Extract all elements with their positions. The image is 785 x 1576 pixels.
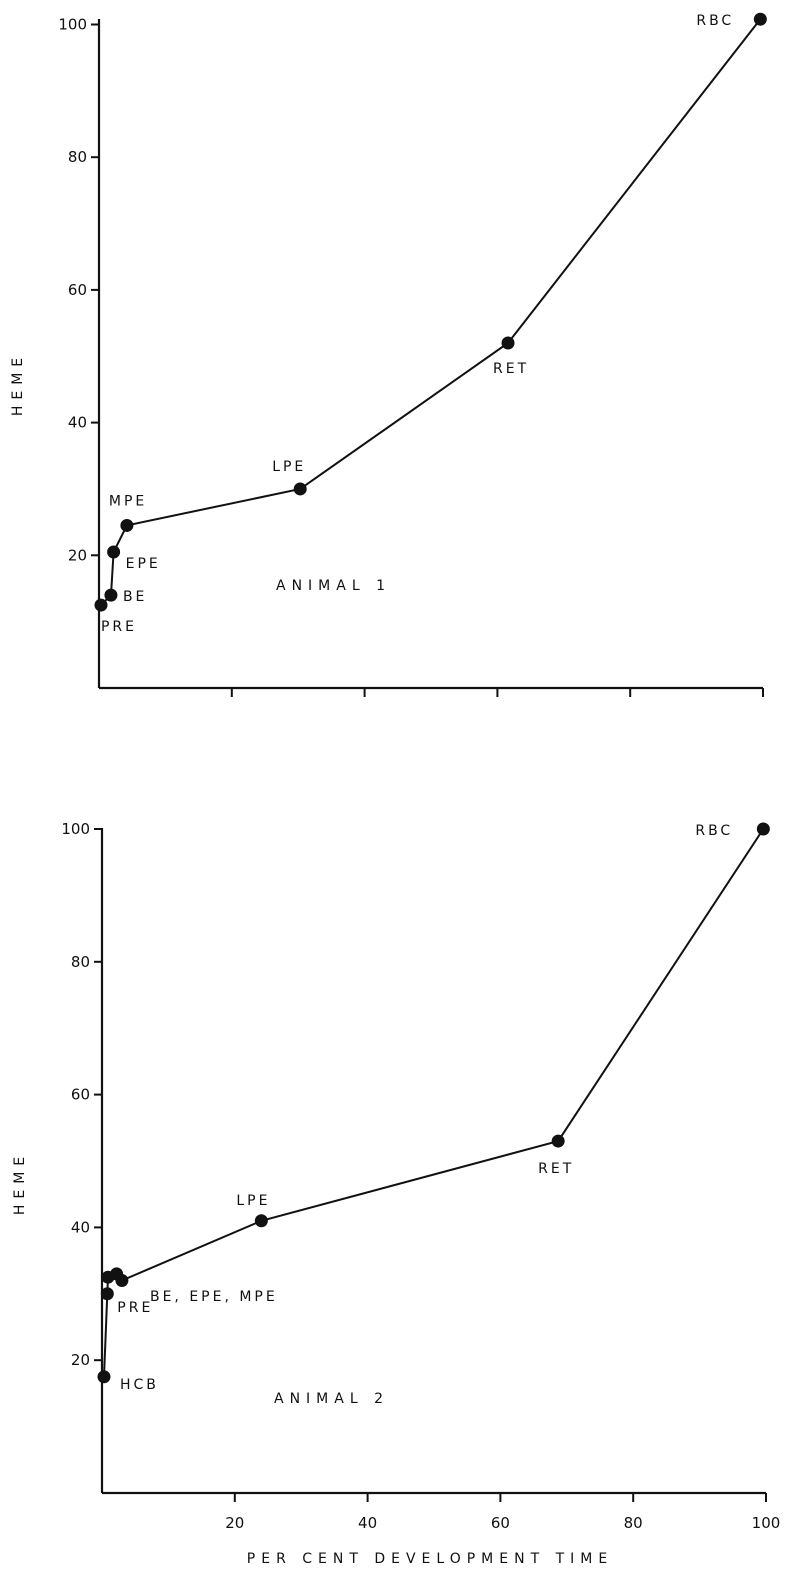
data-label: RET [538, 1161, 574, 1177]
data-point [501, 336, 515, 350]
y-tick-label: 20 [71, 1351, 90, 1369]
data-point [254, 1214, 268, 1228]
x-tick-label: 80 [624, 1514, 643, 1532]
data-point [293, 482, 307, 496]
data-label: PRE [101, 619, 137, 635]
y-tick-label: 80 [68, 148, 87, 166]
data-label: EPE [126, 556, 161, 572]
data-point [104, 588, 118, 602]
data-point [94, 598, 108, 612]
y-axis-title: HEME [10, 352, 26, 416]
data-point [107, 545, 121, 559]
y-tick-label: 60 [68, 281, 87, 299]
y-tick-label: 100 [61, 820, 90, 838]
data-label: LPE [272, 459, 306, 475]
y-tick-label: 20 [68, 546, 87, 564]
x-tick-label: 100 [752, 1514, 781, 1532]
data-label: MPE [109, 493, 147, 509]
data-point [100, 1287, 114, 1301]
data-point [551, 1134, 565, 1148]
chart-animal-2: HEME ANIMAL 2 PER CENT DEVELOPMENT TIME … [12, 820, 780, 1567]
data-point [753, 12, 767, 26]
y-tick-label: 60 [71, 1086, 90, 1104]
x-axis-title: PER CENT DEVELOPMENT TIME [247, 1551, 613, 1567]
chart-animal-1: HEME ANIMAL 1 20 40 60 80 100 PRE BE EPE MPE LPE R… [10, 12, 767, 697]
series-line [100, 18, 762, 606]
data-label: RBC [695, 823, 733, 839]
data-point [756, 822, 770, 836]
data-point [120, 518, 134, 532]
x-tick-label: 20 [225, 1514, 244, 1532]
panel-label: ANIMAL 1 [276, 578, 391, 594]
x-tick-label: 40 [358, 1514, 377, 1532]
x-tick-label: 60 [491, 1514, 510, 1532]
y-tick-label: 80 [71, 953, 90, 971]
data-label: PRE [117, 1300, 153, 1316]
data-label: HCB [120, 1377, 159, 1393]
y-tick-label: 100 [58, 16, 87, 34]
data-label: BE [123, 589, 147, 605]
panel-label: ANIMAL 2 [274, 1391, 389, 1407]
y-axis-title: HEME [12, 1151, 28, 1215]
y-tick-label: 40 [68, 414, 87, 432]
data-label: BE, EPE, MPE [150, 1289, 278, 1305]
data-label: RBC [696, 13, 734, 29]
data-point [97, 1370, 111, 1384]
data-label: RET [493, 361, 529, 377]
data-label: LPE [236, 1193, 270, 1209]
data-point [115, 1274, 129, 1288]
y-tick-label: 40 [71, 1218, 90, 1236]
